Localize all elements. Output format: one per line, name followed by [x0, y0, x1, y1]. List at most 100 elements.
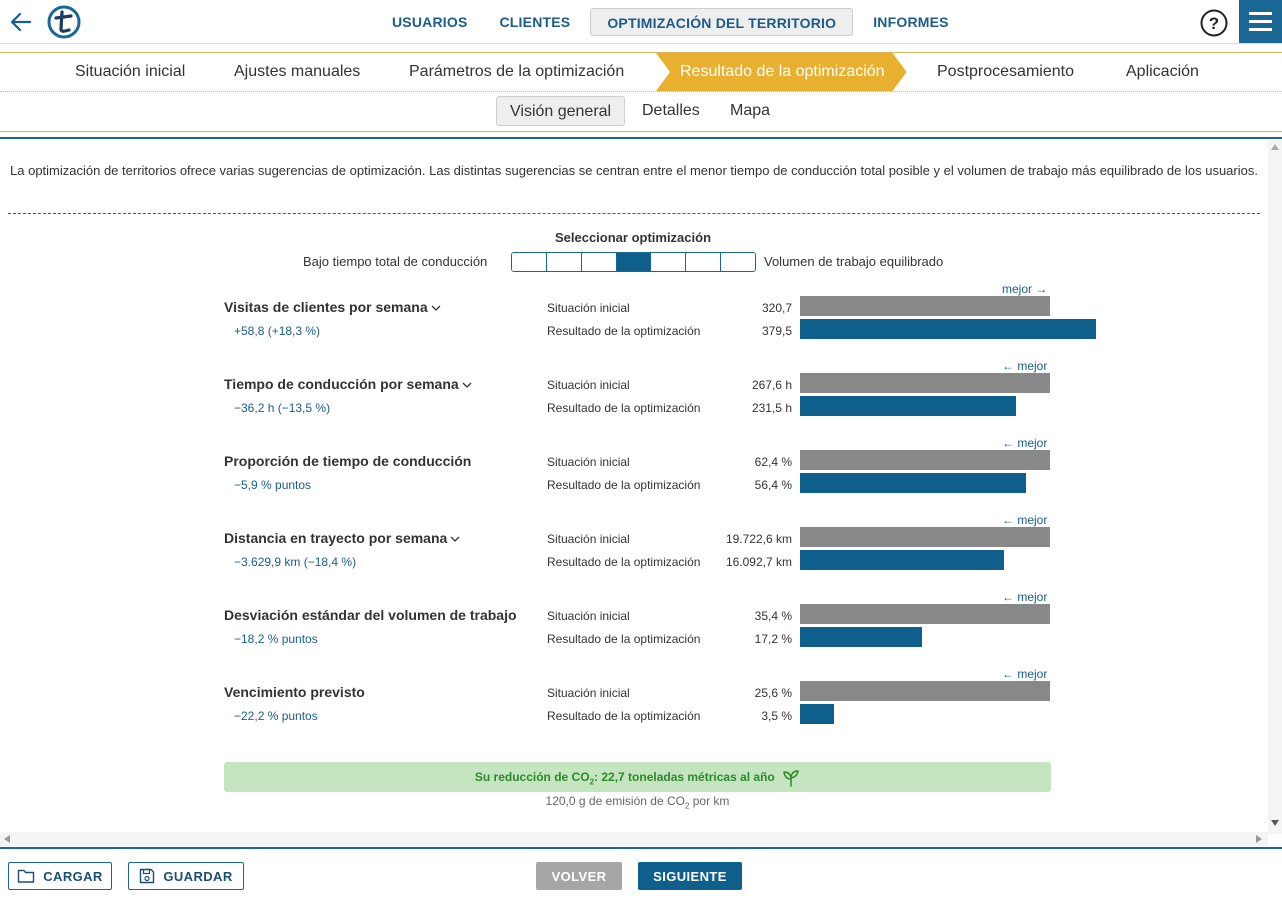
label-initial: Situación inicial [547, 532, 630, 546]
metric-name[interactable]: Visitas de clientes por semana [224, 299, 442, 315]
co2-note-prefix: 120,0 g de emisión de CO [545, 794, 685, 808]
hamburger-menu-icon[interactable] [1239, 0, 1282, 43]
dashed-divider [8, 213, 1260, 214]
load-button[interactable]: CARGAR [8, 862, 112, 890]
floppy-disk-icon [140, 868, 155, 884]
step-postprocesamiento[interactable]: Postprocesamiento [937, 63, 1074, 80]
process-steps: Situación inicial Ajustes manuales Parámet… [0, 52, 1282, 92]
selector-segment[interactable] [546, 253, 582, 271]
bar-initial [800, 604, 1050, 624]
metric-name: Vencimiento previsto [224, 684, 365, 700]
top-bar: USUARIOS CLIENTES OPTIMIZACIÓN DEL TERRITO… [0, 0, 1282, 44]
better-hint: ← mejor [1002, 359, 1048, 373]
overview-content: La optimización de territorios ofrece va… [0, 140, 1268, 834]
better-hint: mejor → [1002, 282, 1048, 296]
metric-name-label: Visitas de clientes por semana [224, 299, 428, 315]
main-nav: USUARIOS CLIENTES OPTIMIZACIÓN DEL TERRITO… [376, 8, 965, 36]
metric-diff: −5,9 % puntos [234, 478, 312, 492]
metric-name-label: Distancia en trayecto por semana [224, 530, 448, 546]
bar-initial [800, 296, 1050, 316]
bar-result [800, 473, 1026, 493]
metric-name-label: Desviación estándar del volumen de traba… [224, 607, 517, 623]
metric-desviacion-estandar-del-volumen-de-trabajo: Desviación estándar del volumen de traba… [224, 590, 1104, 666]
selector-segment[interactable] [581, 253, 617, 271]
metric-name: Proporción de tiempo de conducción [224, 453, 471, 469]
nav-item-optimizacion-del-territorio[interactable]: OPTIMIZACIÓN DEL TERRITORIO [590, 8, 854, 36]
metric-diff: −3.629,9 km (−18,4 %) [234, 555, 357, 569]
divider [0, 137, 1282, 139]
bar-initial [800, 681, 1050, 701]
svg-text:?: ? [1209, 14, 1219, 33]
selector-segment[interactable] [651, 253, 687, 271]
nav-item-informes[interactable]: INFORMES [873, 14, 949, 30]
nav-item-usuarios[interactable]: USUARIOS [392, 14, 468, 30]
step-ajustes-manuales[interactable]: Ajustes manuales [234, 63, 361, 80]
co2-sub: 2 [589, 777, 595, 787]
bar-initial [800, 450, 1050, 470]
selector-segment[interactable] [721, 253, 755, 271]
co2-emission-note: 120,0 g de emisión de CO2 por km [224, 794, 1051, 810]
selector-segment[interactable] [686, 253, 722, 271]
scroll-left-icon[interactable] [4, 835, 10, 843]
vertical-scrollbar[interactable] [1268, 140, 1282, 834]
bar-result [800, 319, 1096, 339]
scroll-up-icon[interactable] [1271, 144, 1279, 150]
step-parametros-de-la-optimizacion[interactable]: Parámetros de la optimización [409, 63, 625, 80]
metric-name[interactable]: Tiempo de conducción por semana [224, 376, 473, 392]
label-result: Resultado de la optimización [547, 324, 701, 338]
label-result: Resultado de la optimización [547, 401, 701, 415]
tab-mapa[interactable]: Mapa [730, 102, 771, 119]
label-initial: Situación inicial [547, 378, 630, 392]
better-hint: ← mejor [1002, 667, 1048, 681]
bar-initial [800, 527, 1050, 547]
chevron-down-icon[interactable] [449, 533, 461, 545]
metric-diff: −36,2 h (−13,5 %) [234, 401, 331, 415]
scroll-down-icon[interactable] [1271, 820, 1279, 826]
value-result: 379,5 [761, 324, 792, 338]
step-resultado-de-la-optimizacion[interactable]: Resultado de la optimización [656, 53, 907, 91]
value-result: 3,5 % [761, 709, 792, 723]
tab-detalles[interactable]: Detalles [642, 102, 700, 119]
label-initial: Situación inicial [547, 609, 630, 623]
co2-suffix: : 22,7 toneladas métricas al año [594, 770, 775, 784]
metric-visitas-de-clientes-por-semana: Visitas de clientes por semana +58,8 (+18… [224, 282, 1104, 358]
horizontal-scrollbar[interactable] [0, 832, 1268, 846]
chevron-down-icon[interactable] [430, 302, 442, 314]
back-arrow-icon[interactable] [8, 9, 34, 35]
save-button[interactable]: GUARDAR [128, 862, 244, 890]
metric-name[interactable]: Distancia en trayecto por semana [224, 530, 461, 546]
value-initial: 320,7 [761, 301, 792, 315]
help-icon[interactable]: ? [1200, 9, 1228, 37]
scroll-right-icon[interactable] [1256, 835, 1262, 843]
co2-prefix: Su reducción de CO [474, 770, 590, 784]
tab-vision-general[interactable]: Visión general [496, 96, 626, 126]
metric-diff: −18,2 % puntos [234, 632, 318, 646]
metric-name-label: Proporción de tiempo de conducción [224, 453, 472, 469]
bar-result [800, 704, 834, 724]
metric-vencimiento-previsto: Vencimiento previsto −22,2 % puntos Situac… [224, 667, 1104, 743]
selector-segment[interactable] [512, 253, 547, 271]
selector-segment[interactable] [616, 253, 652, 271]
value-result: 17,2 % [754, 632, 792, 646]
value-result: 231,5 h [751, 401, 792, 415]
step-situacion-inicial[interactable]: Situación inicial [75, 63, 186, 80]
nav-item-clientes[interactable]: CLIENTES [499, 14, 571, 30]
label-initial: Situación inicial [547, 455, 630, 469]
selector-right-label: Volumen de trabajo equilibrado [764, 254, 944, 269]
value-initial: 25,6 % [754, 686, 792, 700]
metric-name: Desviación estándar del volumen de traba… [224, 607, 517, 623]
label-result: Resultado de la optimización [547, 709, 701, 723]
next-button[interactable]: SIGUIENTE [638, 862, 742, 890]
metric-distancia-en-trayecto-por-semana: Distancia en trayecto por semana −3.629,9… [224, 513, 1104, 589]
value-result: 16.092,7 km [725, 555, 792, 569]
step-aplicacion[interactable]: Aplicación [1126, 63, 1199, 80]
optimization-selector[interactable] [511, 252, 756, 272]
bar-result [800, 550, 1004, 570]
back-button[interactable]: VOLVER [536, 862, 622, 890]
save-button-label: GUARDAR [163, 868, 233, 884]
sub-tabs: Visión general Detalles Mapa [0, 92, 1282, 132]
co2-note-suffix: por km [689, 794, 730, 808]
metric-diff: −22,2 % puntos [234, 709, 318, 723]
folder-icon [18, 869, 35, 883]
chevron-down-icon[interactable] [461, 379, 473, 391]
